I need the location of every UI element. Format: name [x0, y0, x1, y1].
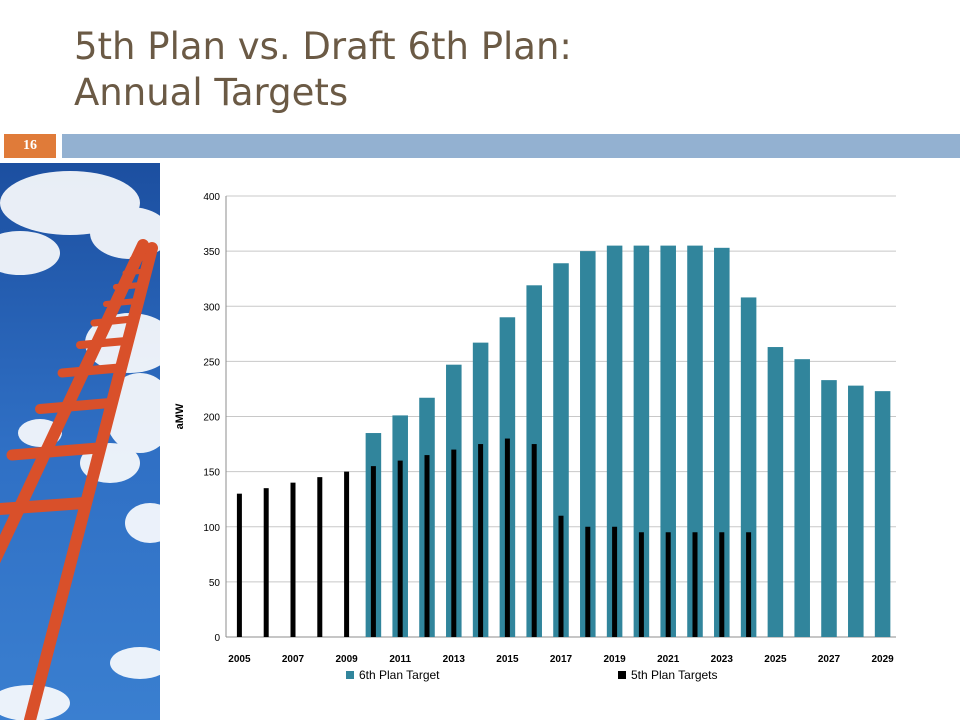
slide-title: 5th Plan vs. Draft 6th Plan: Annual Targ… — [74, 24, 572, 116]
y-tick-label: 0 — [214, 633, 220, 644]
bar-5th-plan-2014 — [478, 444, 484, 637]
x-tick-label: 2005 — [228, 654, 251, 665]
y-tick-label: 50 — [209, 578, 221, 589]
x-tick-label: 2023 — [711, 654, 734, 665]
bar-5th-plan-2024 — [746, 532, 752, 637]
bar-5th-plan-2006 — [263, 488, 269, 637]
y-tick-label: 100 — [203, 523, 220, 534]
bar-6th-plan-2019 — [606, 245, 623, 638]
y-tick-label: 300 — [203, 302, 220, 313]
bar-5th-plan-2011 — [397, 460, 403, 637]
bar-5th-plan-2016 — [531, 444, 537, 637]
bar-5th-plan-2007 — [290, 482, 296, 637]
x-tick-label: 2007 — [282, 654, 305, 665]
bar-6th-plan-2021 — [660, 245, 676, 638]
x-tick-label: 2029 — [871, 654, 894, 665]
bar-6th-plan-2020 — [633, 245, 650, 638]
bar-6th-plan-2024 — [740, 297, 757, 637]
bar-6th-plan-2026 — [794, 359, 810, 637]
x-tick-label: 2017 — [550, 654, 573, 665]
bar-5th-plan-2015 — [504, 438, 510, 637]
bar-6th-plan-2025 — [767, 347, 784, 637]
bar-5th-plan-2008 — [317, 477, 323, 637]
annual-targets-chart: 0 50 100 150 200 250 300 350 400 aMW 2005 2007 2009 2… — [174, 192, 896, 682]
bar-5th-plan-2013 — [451, 449, 457, 637]
bar-5th-plan-2018 — [585, 526, 591, 637]
y-tick-label: 200 — [203, 413, 220, 424]
bar-6th-plan-2022 — [687, 245, 703, 638]
y-tick-label: 150 — [203, 468, 220, 479]
header-bar — [62, 134, 960, 158]
x-tick-label: 2013 — [443, 654, 466, 665]
bar-6th-plan-2029 — [874, 391, 891, 637]
x-tick-label: 2027 — [818, 654, 841, 665]
y-tick-label: 250 — [203, 357, 220, 368]
bar-6th-plan-2023 — [714, 247, 730, 637]
bar-6th-plan-2028 — [848, 385, 864, 637]
x-tick-label: 2021 — [657, 654, 680, 665]
slide-title-line-2: Annual Targets — [74, 71, 349, 114]
bar-5th-plan-2020 — [638, 532, 644, 637]
legend-label-5th-plan: 5th Plan Targets — [631, 668, 718, 682]
bar-5th-plan-2023 — [719, 532, 725, 637]
bar-5th-plan-2012 — [424, 455, 430, 637]
x-tick-label: 2015 — [496, 654, 519, 665]
page-number-badge: 16 — [4, 134, 56, 158]
bar-5th-plan-2021 — [665, 532, 671, 637]
bar-6th-plan-2027 — [821, 380, 837, 637]
bar-5th-plan-2010 — [370, 466, 376, 637]
bar-5th-plan-2022 — [692, 532, 698, 637]
x-tick-label: 2019 — [603, 654, 626, 665]
legend-swatch-5th-plan — [618, 671, 626, 679]
y-tick-label: 400 — [203, 192, 220, 203]
y-tick-label: 350 — [203, 247, 220, 258]
slide-title-line-1: 5th Plan vs. Draft 6th Plan: — [74, 25, 572, 68]
bar-6th-plan-2017 — [553, 263, 569, 637]
sky-ladder-photo — [0, 163, 160, 720]
x-tick-label: 2025 — [764, 654, 787, 665]
bar-5th-plan-2019 — [612, 526, 618, 637]
bar-6th-plan-2018 — [580, 251, 596, 637]
y-axis-label: aMW — [174, 403, 186, 429]
bar-5th-plan-2005 — [236, 493, 242, 637]
bar-5th-plan-2009 — [344, 471, 350, 637]
bar-5th-plan-2017 — [558, 515, 564, 637]
legend-swatch-6th-plan — [346, 671, 354, 679]
legend-label-6th-plan: 6th Plan Target — [359, 668, 440, 682]
x-tick-label: 2009 — [335, 654, 358, 665]
x-tick-label: 2011 — [389, 654, 411, 665]
